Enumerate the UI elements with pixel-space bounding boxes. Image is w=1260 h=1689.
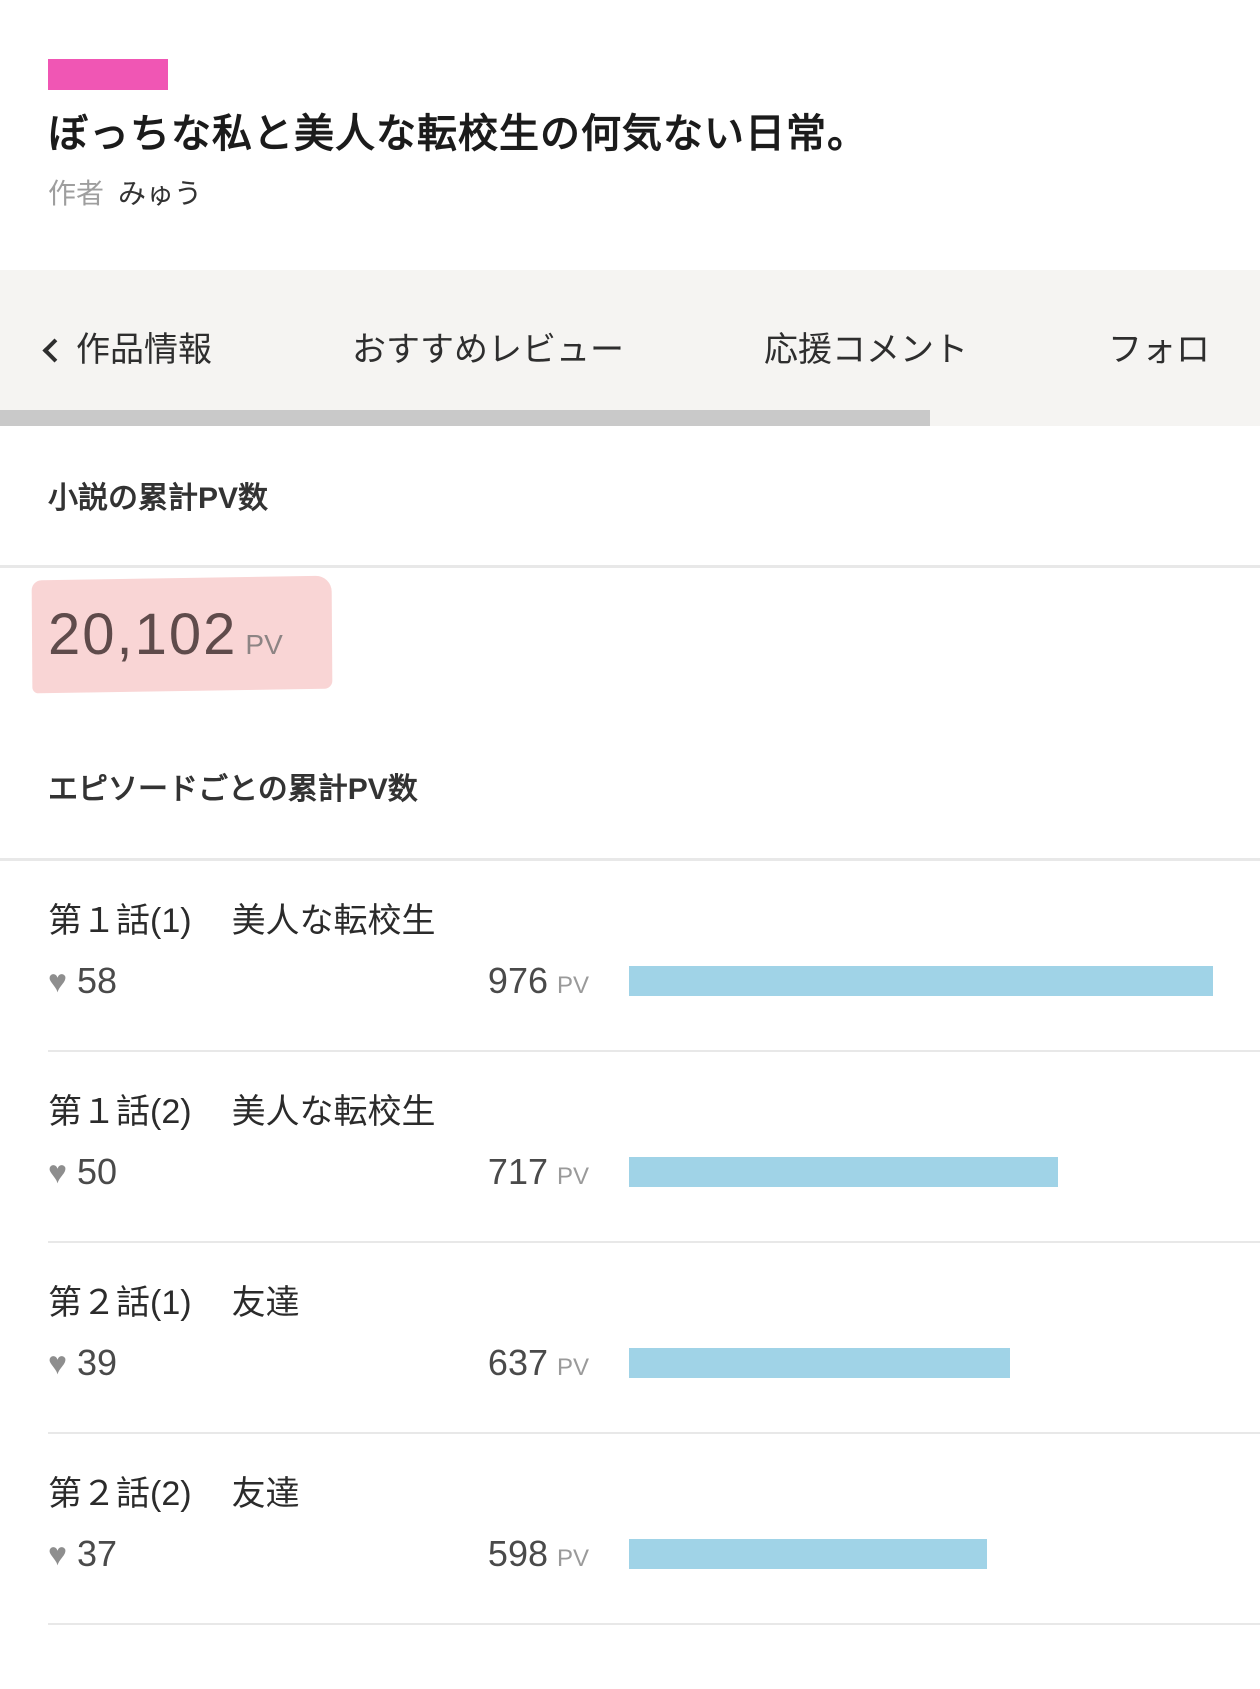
pv-group: 637 PV xyxy=(300,1342,629,1384)
episode-subtitle: 美人な転校生 xyxy=(231,902,436,940)
tab-bar: 作品情報 おすすめレビュー 応援コメント フォロ xyxy=(0,270,1260,426)
pv-group: 598 PV xyxy=(300,1533,629,1575)
pv-group: 976 PV xyxy=(300,960,629,1002)
total-pv-unit: PV xyxy=(245,629,283,660)
heart-icon: ♥ xyxy=(48,1345,67,1381)
tab-label: 作品情報 xyxy=(76,331,212,369)
episode-title: 第１話(2) 美人な転校生 xyxy=(48,1092,1260,1132)
tab-strip: 作品情報 おすすめレビュー 応援コメント フォロ xyxy=(0,270,1260,372)
episode-title: 第２話(1) 友達 xyxy=(48,1283,1260,1323)
tab-label: 応援コメント xyxy=(764,331,968,369)
author-label: 作者 xyxy=(48,178,105,209)
totals-section-title: 小説の累計PV数 xyxy=(48,482,269,515)
episode-subtitle: 友達 xyxy=(231,1284,300,1322)
pv-count: 717 xyxy=(487,1151,548,1192)
pv-bar-track xyxy=(629,1157,1260,1187)
author-line: 作者 みゅう xyxy=(48,174,1260,214)
episode-row: 第２話(2) 友達 ♥ 37 598 PV xyxy=(0,1434,1260,1625)
pv-count: 976 xyxy=(487,960,548,1001)
page-header: ぼっちな私と美人な転校生の何気ない日常。 作者 みゅう xyxy=(0,59,1260,214)
like-count: 39 xyxy=(77,1342,118,1383)
tab-label: フォロ xyxy=(1108,331,1210,369)
like-group: ♥ 37 xyxy=(48,1533,300,1575)
pink-badge xyxy=(48,59,168,90)
like-group: ♥ 58 xyxy=(48,960,300,1002)
episode-number: 第１話(2) xyxy=(48,1093,192,1131)
pv-bar-track xyxy=(629,966,1260,996)
episode-number: 第２話(2) xyxy=(48,1475,192,1513)
like-group: ♥ 39 xyxy=(48,1342,300,1384)
pv-bar-track xyxy=(629,1348,1260,1378)
pv-count: 598 xyxy=(487,1533,548,1574)
total-pv-block: 20,102 PV xyxy=(0,575,1260,701)
pv-unit-label: PV xyxy=(557,1354,590,1381)
like-count: 58 xyxy=(77,960,118,1001)
pv-count: 637 xyxy=(487,1342,548,1383)
episode-row: 第１話(2) 美人な転校生 ♥ 50 717 PV xyxy=(0,1052,1260,1243)
episodes-section-title: エピソードごとの累計PV数 xyxy=(48,773,418,806)
tab-recommend-reviews[interactable]: おすすめレビュー xyxy=(352,328,624,372)
episode-row: 第１話(1) 美人な転校生 ♥ 58 976 PV xyxy=(0,861,1260,1052)
pv-unit-label: PV xyxy=(557,1545,590,1572)
tab-cheer-comments[interactable]: 応援コメント xyxy=(764,328,968,372)
pv-unit-label: PV xyxy=(557,1163,590,1190)
divider xyxy=(0,858,1260,861)
heart-icon: ♥ xyxy=(48,1154,67,1190)
pv-unit-label: PV xyxy=(557,972,590,999)
episode-stats: ♥ 58 976 PV xyxy=(48,957,1260,1005)
like-count: 37 xyxy=(77,1533,118,1574)
episode-subtitle: 美人な転校生 xyxy=(231,1093,436,1131)
pv-group: 717 PV xyxy=(300,1151,629,1193)
episode-number: 第２話(1) xyxy=(48,1284,192,1322)
episode-list: 第１話(1) 美人な転校生 ♥ 58 976 PV 第１話(2) xyxy=(0,861,1260,1625)
episode-stats: ♥ 37 598 PV xyxy=(48,1530,1260,1578)
tab-work-info[interactable]: 作品情報 xyxy=(42,328,212,372)
episode-subtitle: 友達 xyxy=(231,1475,300,1513)
episode-row: 第２話(1) 友達 ♥ 39 637 PV xyxy=(0,1243,1260,1434)
back-chevron-icon[interactable] xyxy=(42,337,67,363)
episode-title: 第２話(2) 友達 xyxy=(48,1474,1260,1514)
divider xyxy=(0,565,1260,568)
pv-bar xyxy=(629,1348,1010,1378)
heart-icon: ♥ xyxy=(48,963,67,999)
total-pv-line: 20,102 PV xyxy=(48,592,283,678)
tab-scrollbar[interactable] xyxy=(0,410,930,426)
author-name[interactable]: みゅう xyxy=(118,178,203,209)
tab-follow[interactable]: フォロ xyxy=(1108,328,1210,372)
pv-bar xyxy=(629,1157,1058,1187)
episode-title: 第１話(1) 美人な転校生 xyxy=(48,901,1260,941)
episode-stats: ♥ 50 717 PV xyxy=(48,1148,1260,1196)
episode-stats: ♥ 39 637 PV xyxy=(48,1339,1260,1387)
pv-stats-main: 小説の累計PV数 20,102 PV エピソードごとの累計PV数 第１話(1) … xyxy=(0,480,1260,1625)
pv-bar xyxy=(629,966,1213,996)
pv-bar xyxy=(629,1539,987,1569)
like-group: ♥ 50 xyxy=(48,1151,300,1193)
novel-title: ぼっちな私と美人な転校生の何気ない日常。 xyxy=(48,112,868,156)
like-count: 50 xyxy=(77,1151,118,1192)
total-pv-value: 20,102 xyxy=(48,602,238,667)
tab-label: おすすめレビュー xyxy=(352,331,624,369)
episode-number: 第１話(1) xyxy=(48,902,192,940)
heart-icon: ♥ xyxy=(48,1536,67,1572)
pv-bar-track xyxy=(629,1539,1260,1569)
